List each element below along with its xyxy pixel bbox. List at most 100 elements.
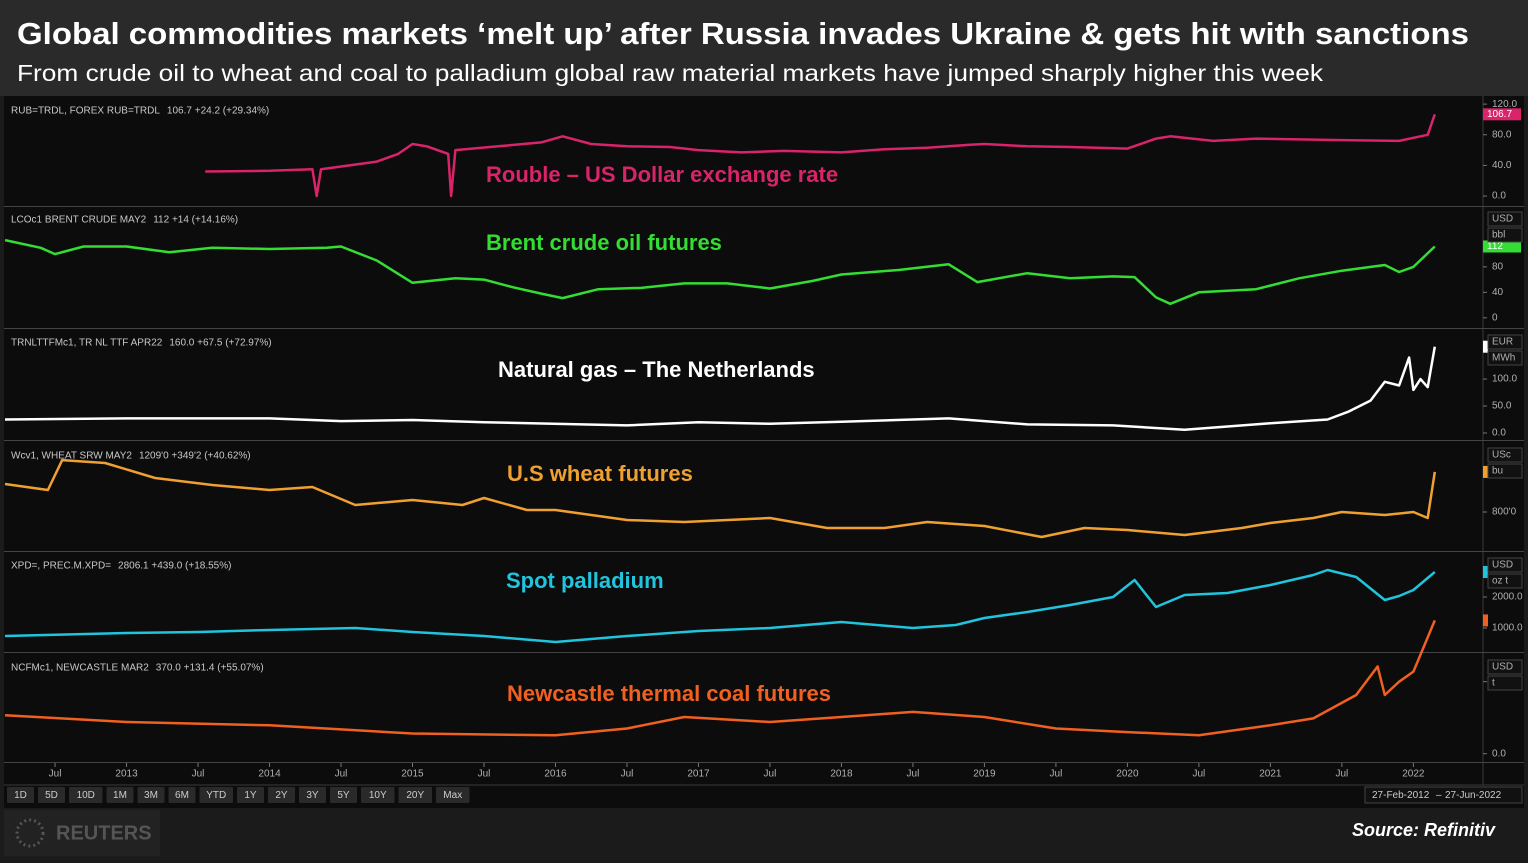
range-button-label[interactable]: 1Y xyxy=(244,790,257,801)
x-tick-label: 2018 xyxy=(830,769,853,780)
y-tick-label: 80 xyxy=(1492,262,1504,273)
annotation: Natural gas – The Netherlands xyxy=(498,357,815,382)
x-tick-label: 2015 xyxy=(401,769,424,780)
unit-label: t xyxy=(1492,678,1495,689)
series-name: LCOc1 BRENT CRUDE MAY2 xyxy=(11,215,147,226)
unit-box[interactable] xyxy=(1487,211,1523,227)
range-button[interactable] xyxy=(168,787,196,803)
annotation: Rouble – US Dollar exchange rate xyxy=(486,162,838,187)
y-tick-label: 120.0 xyxy=(1492,99,1517,110)
unit-box[interactable] xyxy=(1487,227,1523,243)
date-from: 27-Feb-2012 xyxy=(1372,790,1430,801)
last-value-badge xyxy=(1483,240,1521,253)
series-name: XPD=, PREC.M.XPD= xyxy=(11,561,111,572)
unit-label: oz t xyxy=(1492,576,1508,587)
range-button[interactable] xyxy=(330,787,357,803)
range-button[interactable] xyxy=(398,787,433,803)
series-quote: 112 +14 (+14.16%) xyxy=(153,215,238,226)
last-value-marker xyxy=(1483,614,1488,627)
unit-label: USc xyxy=(1492,450,1511,461)
chart-bg xyxy=(4,96,1524,808)
x-tick-label: Jul xyxy=(478,769,491,780)
last-value-badge xyxy=(1483,108,1521,121)
y-tick-label: 2000.0 xyxy=(1492,592,1523,603)
x-tick-label: Jul xyxy=(764,769,777,780)
x-tick-label: 2016 xyxy=(544,769,567,780)
last-value-label: 112 xyxy=(1487,241,1503,252)
range-button-label[interactable]: 1M xyxy=(113,790,127,801)
y-tick-label: 40 xyxy=(1492,287,1504,298)
series-line xyxy=(4,346,1437,432)
unit-box[interactable] xyxy=(1487,573,1523,589)
range-button-label[interactable]: 5Y xyxy=(337,790,350,801)
range-button-label[interactable]: Max xyxy=(443,790,462,801)
range-button[interactable] xyxy=(268,787,295,803)
range-button[interactable] xyxy=(38,787,65,803)
series-line xyxy=(4,619,1436,737)
series-quote: 160.0 +67.5 (+72.97%) xyxy=(169,338,271,349)
x-tick-label: Jul xyxy=(192,769,205,780)
range-button-label[interactable]: 3Y xyxy=(306,790,319,801)
range-button-label[interactable]: 2Y xyxy=(275,790,288,801)
range-button[interactable] xyxy=(361,787,395,803)
x-tick-label: 2020 xyxy=(1116,769,1139,780)
unit-box[interactable] xyxy=(1487,675,1523,691)
unit-box[interactable] xyxy=(1487,463,1523,479)
date-range-box[interactable] xyxy=(1364,786,1523,804)
header-bg xyxy=(0,0,1528,96)
x-tick-label: 2017 xyxy=(687,769,710,780)
range-button[interactable] xyxy=(199,787,234,803)
range-button[interactable] xyxy=(299,787,326,803)
unit-box[interactable] xyxy=(1487,659,1523,675)
series-name: Wcv1, WHEAT SRW MAY2 xyxy=(11,451,132,462)
range-button[interactable] xyxy=(137,787,165,803)
x-tick-label: Jul xyxy=(1335,769,1348,780)
range-button-label[interactable]: 10Y xyxy=(369,790,387,801)
logo-icon xyxy=(15,818,45,848)
unit-label: MWh xyxy=(1492,353,1515,364)
x-tick-label: 2013 xyxy=(115,769,138,780)
y-tick-label: 1000.0 xyxy=(1492,623,1523,634)
page-title: Global commodities markets ‘melt up’ aft… xyxy=(17,16,1469,51)
range-button-label[interactable]: 1D xyxy=(14,790,27,801)
range-button-label[interactable]: 6M xyxy=(175,790,189,801)
y-tick-label: 0.0 xyxy=(1492,748,1506,759)
series-name: RUB=TRDL, FOREX RUB=TRDL xyxy=(11,106,160,117)
unit-box[interactable] xyxy=(1487,350,1523,366)
range-button-label[interactable]: 10D xyxy=(77,790,95,801)
unit-label: USD xyxy=(1492,214,1513,225)
unit-label: USD xyxy=(1492,662,1513,673)
x-tick-label: Jul xyxy=(621,769,634,780)
unit-label: bbl xyxy=(1492,230,1505,241)
x-tick-label: Jul xyxy=(335,769,348,780)
unit-box[interactable] xyxy=(1487,447,1523,463)
series-quote: 1209'0 +349'2 (+40.62%) xyxy=(139,451,251,462)
date-sep: – xyxy=(1436,790,1442,801)
range-button[interactable] xyxy=(237,787,264,803)
range-button[interactable] xyxy=(106,787,134,803)
range-button-label[interactable]: 20Y xyxy=(406,790,424,801)
series-quote: 2806.1 +439.0 (+18.55%) xyxy=(118,561,231,572)
range-button[interactable] xyxy=(69,787,103,803)
range-button[interactable] xyxy=(436,787,470,803)
annotation: U.S wheat futures xyxy=(507,461,693,486)
range-button-label[interactable]: 3M xyxy=(144,790,158,801)
unit-box[interactable] xyxy=(1487,334,1523,350)
range-button-label[interactable]: YTD xyxy=(206,790,226,801)
y-tick-label: 80.0 xyxy=(1492,129,1512,140)
unit-box[interactable] xyxy=(1487,557,1523,573)
x-tick-label: 2021 xyxy=(1259,769,1282,780)
range-button-label[interactable]: 5D xyxy=(45,790,58,801)
x-tick-label: Jul xyxy=(49,769,62,780)
unit-label: USD xyxy=(1492,560,1513,571)
annotation: Newcastle thermal coal futures xyxy=(507,681,831,706)
page-subtitle: From crude oil to wheat and coal to pall… xyxy=(17,60,1324,86)
series-line xyxy=(205,113,1436,198)
range-button[interactable] xyxy=(7,787,34,803)
series-quote: 370.0 +131.4 (+55.07%) xyxy=(156,663,264,674)
x-tick-label: 2014 xyxy=(258,769,281,780)
annotation: Brent crude oil futures xyxy=(486,230,722,255)
series-line xyxy=(4,238,1436,306)
annotation: Spot palladium xyxy=(506,568,664,593)
series-line xyxy=(4,568,1436,644)
